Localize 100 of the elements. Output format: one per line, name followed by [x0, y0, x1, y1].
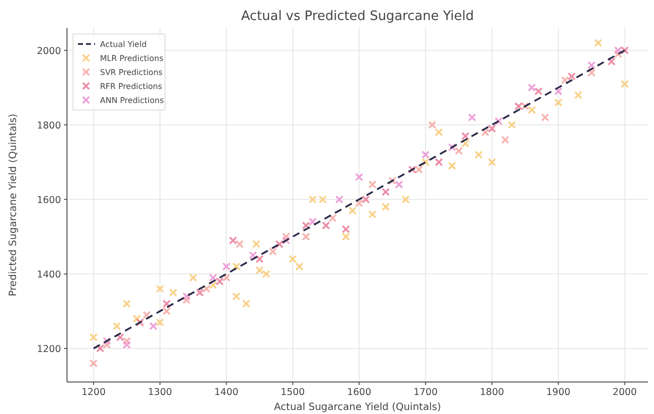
- point: [228, 236, 238, 244]
- point: [388, 176, 396, 185]
- point: [122, 340, 131, 349]
- point: [448, 143, 456, 152]
- point: [408, 166, 416, 174]
- legend-label: RFR Predictions: [100, 82, 162, 91]
- x-tick-label: 1700: [413, 387, 438, 398]
- point: [295, 262, 304, 271]
- point: [288, 254, 297, 264]
- point: [156, 284, 164, 293]
- point: [488, 124, 496, 133]
- point: [434, 158, 443, 166]
- point: [142, 310, 151, 320]
- point: [568, 72, 576, 81]
- point: [428, 120, 436, 129]
- x-tick-label: 1300: [148, 387, 172, 398]
- point: [587, 61, 596, 70]
- point: [454, 146, 463, 156]
- point: [216, 277, 224, 286]
- x-tick-label: 1800: [480, 387, 504, 398]
- point: [132, 314, 141, 323]
- point: [162, 300, 171, 308]
- point: [335, 195, 344, 204]
- legend-label: Actual Yield: [100, 40, 147, 49]
- point: [182, 296, 191, 304]
- point: [112, 322, 121, 330]
- point: [421, 150, 430, 159]
- point: [560, 76, 570, 84]
- legend-label: SVR Predictions: [100, 68, 163, 77]
- point: [461, 132, 470, 140]
- point: [342, 232, 350, 241]
- point: [342, 225, 350, 234]
- point: [222, 262, 230, 271]
- point: [394, 180, 404, 189]
- point: [202, 284, 211, 293]
- point: [614, 46, 622, 54]
- y-axis-title: Predicted Sugarcane Yield (Quintals): [8, 114, 19, 296]
- chart-title: Actual vs Predicted Sugarcane Yield: [241, 9, 474, 24]
- point: [508, 120, 516, 129]
- point: [182, 292, 191, 300]
- point: [501, 136, 510, 144]
- x-tick-label: 1500: [280, 387, 305, 398]
- point: [232, 292, 240, 300]
- point: [620, 46, 629, 54]
- point: [252, 240, 260, 248]
- point: [614, 50, 622, 58]
- point: [620, 80, 629, 88]
- point: [116, 333, 124, 342]
- x-tick-label: 1400: [214, 387, 238, 398]
- point: [208, 281, 218, 290]
- point: [348, 206, 357, 215]
- point: [156, 318, 164, 326]
- point: [169, 288, 178, 297]
- point: [255, 254, 264, 264]
- point: [242, 300, 250, 308]
- point: [382, 202, 390, 211]
- point: [434, 128, 443, 136]
- point: [248, 251, 258, 260]
- point: [468, 113, 476, 122]
- point: [448, 162, 456, 170]
- point: [521, 102, 530, 110]
- point: [528, 106, 536, 114]
- point: [328, 214, 337, 222]
- point: [488, 158, 496, 166]
- point: [96, 344, 104, 353]
- point: [302, 221, 310, 230]
- point: [414, 166, 424, 174]
- point: [494, 117, 503, 126]
- point: [474, 150, 483, 159]
- point: [236, 240, 244, 248]
- legend-label: MLR Predictions: [100, 54, 164, 63]
- point: [282, 236, 290, 244]
- y-tick-label: 1800: [36, 120, 61, 132]
- point: [402, 195, 410, 204]
- point: [461, 139, 470, 148]
- point: [136, 318, 144, 326]
- point: [275, 240, 284, 248]
- y-tick-label: 1200: [36, 344, 61, 355]
- point: [196, 288, 204, 297]
- point: [208, 274, 218, 282]
- point: [528, 84, 536, 92]
- x-tick-label: 1600: [347, 387, 372, 398]
- point: [282, 232, 290, 241]
- y-tick-label: 2000: [36, 46, 61, 57]
- point: [587, 68, 596, 77]
- point: [89, 359, 98, 368]
- point: [232, 262, 240, 271]
- point: [514, 102, 523, 110]
- point: [481, 128, 490, 136]
- x-tick-label: 1900: [546, 387, 570, 398]
- point: [607, 57, 616, 66]
- x-axis-title: Actual Sugarcane Yield (Quintals): [274, 402, 442, 413]
- point: [102, 340, 111, 349]
- point: [122, 300, 131, 308]
- point: [162, 307, 171, 316]
- point: [594, 38, 602, 48]
- x-tick-label: 1200: [81, 387, 106, 398]
- point: [268, 247, 277, 256]
- point: [102, 336, 111, 346]
- point: [534, 87, 543, 96]
